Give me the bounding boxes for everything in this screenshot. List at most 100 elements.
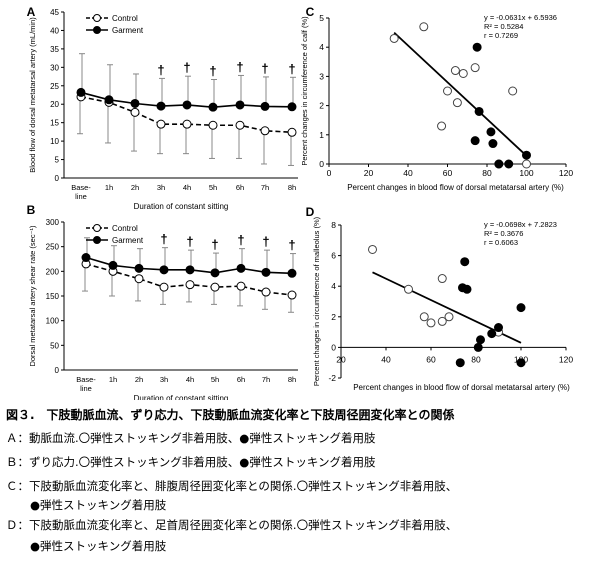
x-tick-label-B: 7h: [262, 375, 270, 384]
regression-equation-D: y = -0.0698x + 7.2823: [484, 220, 557, 229]
x-tick-label-C: 100: [519, 168, 533, 178]
x-tick-label-B: 4h: [186, 375, 194, 384]
caption-line-a: Ａ：動脈血流.〇弾性ストッキング非着用肢、●弾性ストッキング着用肢: [6, 431, 376, 445]
data-point-control-D: [437, 316, 447, 326]
data-point-garment-D: [494, 323, 503, 333]
significance-dagger-A: †: [236, 59, 243, 74]
data-point-control: [261, 287, 271, 297]
data-point-garment-D: [516, 358, 526, 368]
y-tick-label-A: 20: [50, 100, 59, 109]
data-point-control: [235, 120, 245, 130]
legend-label-garment: Garment: [112, 26, 144, 35]
x-axis-title-B: Duration of constant sitting: [134, 394, 229, 400]
x-tick-label-B: line: [80, 384, 92, 393]
y-tick-label-C: 1: [319, 130, 324, 140]
data-point-garment: [81, 253, 91, 263]
significance-dagger-A: †: [183, 60, 190, 75]
significance-dagger-B: †: [186, 234, 193, 249]
y-tick-label-C: 3: [319, 71, 324, 81]
x-tick-label-A: 1h: [105, 183, 113, 192]
x-axis-title-C: Percent changes in blood flow of dorsal …: [347, 183, 564, 192]
data-point-garment: [134, 263, 144, 273]
y-tick-label-B: 100: [46, 317, 60, 326]
y-tick-label-A: 10: [50, 137, 59, 146]
data-point-garment: [182, 100, 192, 110]
significance-dagger-A: †: [209, 64, 216, 79]
x-tick-label-A: 4h: [183, 183, 191, 192]
significance-dagger-B: †: [288, 238, 295, 253]
data-point-control-C: [443, 86, 452, 96]
y-tick-label-A: 30: [50, 63, 59, 72]
y-axis-title-D: Percent changes in circumference of mall…: [312, 216, 321, 386]
data-point-control: [208, 120, 218, 130]
y-tick-label-C: 0: [319, 159, 324, 169]
legend-label-control: Control: [112, 14, 138, 23]
significance-dagger-B: †: [237, 233, 244, 248]
data-point-garment-C: [494, 159, 504, 169]
x-tick-label-C: 0: [327, 168, 332, 178]
x-tick-label-B: 8h: [288, 375, 296, 384]
y-axis-title-B: Dorsal metatarsal artery shear rate (sec…: [28, 225, 37, 367]
y-tick-label-A: 25: [50, 82, 59, 91]
x-tick-label-C: 60: [443, 168, 453, 178]
data-point-garment-C: [486, 127, 496, 137]
x-tick-label-A: 2h: [131, 183, 139, 192]
panel-label-D: D: [306, 205, 315, 219]
x-tick-label-C: 120: [559, 168, 573, 178]
x-tick-label-A: 8h: [288, 183, 296, 192]
data-point-control-C: [389, 33, 399, 43]
data-point-garment: [261, 267, 271, 277]
x-tick-label-A: 3h: [157, 183, 165, 192]
y-tick-label-B: 300: [46, 218, 60, 227]
caption-line-c1: Ｃ：下肢動脈血流変化率と、腓腹周径囲変化率との関係.〇弾性ストッキング非着用肢、: [6, 479, 458, 493]
data-point-control-C: [458, 68, 468, 78]
x-tick-label-A: 5h: [209, 183, 217, 192]
r-squared-D: R² = 0.3676: [484, 229, 523, 238]
x-axis-title-D: Percent changes in blood flow of dorsal …: [353, 383, 570, 392]
y-tick-label-D: -2: [328, 373, 336, 383]
data-point-garment-C: [522, 150, 531, 160]
data-point-control-D: [419, 312, 429, 322]
caption-line-b: Ｂ：ずり応力.〇弾性ストッキング非着用肢、●弾性ストッキング着用肢: [6, 455, 376, 469]
caption-line-d2: ●弾性ストッキング着用肢: [30, 539, 167, 553]
data-point-control-C: [522, 159, 531, 169]
y-tick-label-A: 0: [55, 174, 60, 183]
data-point-control: [130, 107, 140, 117]
data-point-garment: [236, 263, 246, 273]
x-tick-label-A: line: [75, 192, 87, 201]
y-tick-label-C: 2: [319, 101, 324, 111]
caption-line-d1: Ｄ：下肢動脈血流変化率と、足首周径囲変化率との関係.〇弾性ストッキング非着用肢、: [6, 518, 458, 532]
data-point-garment: [185, 265, 195, 275]
legend-marker-garment: [93, 26, 101, 34]
y-tick-label-A: 45: [50, 8, 59, 17]
data-point-garment-D: [487, 329, 497, 339]
significance-dagger-B: †: [160, 232, 167, 247]
regression-line-C: [393, 31, 528, 157]
data-point-control-C: [508, 86, 518, 96]
data-point-garment-D: [516, 303, 526, 313]
x-tick-label-B: 1h: [109, 375, 117, 384]
data-point-control-D: [404, 284, 413, 294]
significance-dagger-B: †: [211, 237, 218, 252]
x-tick-label-B: 2h: [135, 375, 143, 384]
data-point-control-C: [450, 66, 460, 76]
data-point-garment: [156, 101, 166, 111]
correlation-r-D: r = 0.6063: [484, 238, 518, 247]
y-tick-label-D: 4: [331, 281, 336, 291]
significance-dagger-A: †: [288, 61, 295, 76]
data-point-control: [210, 282, 220, 292]
data-point-control: [287, 290, 297, 300]
significance-dagger-B: †: [262, 234, 269, 249]
data-point-garment-C: [472, 42, 482, 52]
x-tick-label-B: 3h: [160, 375, 168, 384]
data-point-garment-D: [473, 342, 483, 352]
y-tick-label-A: 5: [55, 156, 60, 165]
x-tick-label-A: 7h: [261, 183, 269, 192]
significance-dagger-A: †: [261, 61, 268, 76]
data-point-control-C: [470, 63, 480, 73]
data-point-garment: [104, 95, 114, 105]
data-point-garment: [210, 268, 220, 278]
data-point-garment-C: [504, 159, 514, 169]
y-tick-label-A: 15: [50, 119, 59, 128]
